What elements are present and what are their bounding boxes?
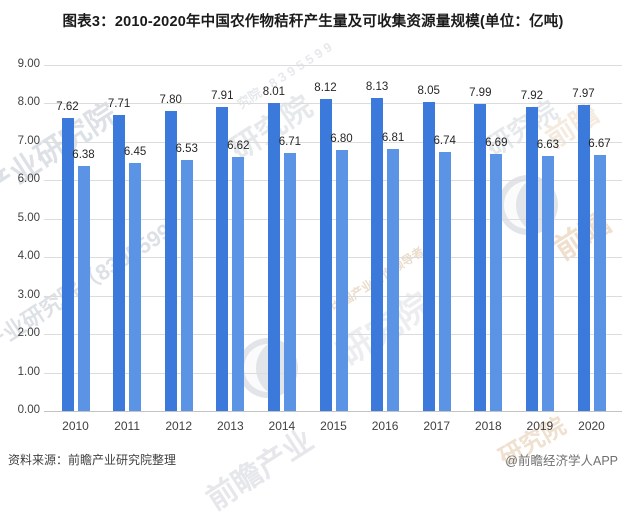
bar-秸秆产生量-2019 xyxy=(525,106,538,411)
bar-value-label: 6.45 xyxy=(123,146,147,158)
bar-value-label: 7.92 xyxy=(520,89,544,102)
bar-value-label: 7.71 xyxy=(107,97,131,110)
bar-秸秆产生量-2015 xyxy=(319,98,332,411)
bar-value-label: 7.80 xyxy=(159,94,182,107)
x-axis-tick-label: 2019 xyxy=(526,419,554,433)
bar-可收集资源量-2012 xyxy=(180,160,193,411)
x-axis-tick-label: 2010 xyxy=(62,419,89,433)
credit-note: @前瞻经济学人APP xyxy=(505,454,618,468)
bar-可收集资源量-2015 xyxy=(335,149,348,411)
x-axis-tick-label: 2018 xyxy=(474,419,502,433)
bar-value-label: 6.38 xyxy=(72,148,95,161)
bar-value-label: 6.53 xyxy=(175,143,198,155)
bar-可收集资源量-2010 xyxy=(77,165,90,411)
bar-value-label: 8.13 xyxy=(365,81,389,94)
bar-value-label: 6.63 xyxy=(536,139,560,152)
bar-可收集资源量-2014 xyxy=(283,153,296,411)
bar-秸秆产生量-2012 xyxy=(164,111,177,411)
gridline xyxy=(44,141,622,143)
bar-value-label: 7.91 xyxy=(211,89,234,102)
gridline xyxy=(44,180,622,182)
gridline xyxy=(44,372,622,374)
gridline xyxy=(44,257,622,259)
x-axis-tick-label: 2017 xyxy=(423,419,451,433)
bar-value-label: 6.67 xyxy=(588,137,611,150)
x-axis-tick-label: 2020 xyxy=(578,419,605,433)
bar-value-label: 7.99 xyxy=(469,86,492,99)
bar-秸秆产生量-2017 xyxy=(422,101,435,411)
bar-chart: 产业研究院产业研究院（8395599）研究院究院 · 8 3 9 5 5 9 9… xyxy=(0,39,622,517)
bar-秸秆产生量-2016 xyxy=(371,98,384,411)
gridline xyxy=(44,218,622,220)
gridline xyxy=(44,65,622,66)
bar-value-label: 8.12 xyxy=(314,81,337,94)
bar-value-label: 6.69 xyxy=(485,136,508,149)
bar-value-label: 6.74 xyxy=(433,134,456,147)
bar-value-label: 8.05 xyxy=(417,84,440,97)
y-axis-tick-label: 9.00 xyxy=(17,58,40,70)
x-axis-tick-label: 2013 xyxy=(216,419,244,433)
bar-可收集资源量-2017 xyxy=(438,151,451,411)
gridline xyxy=(44,103,622,105)
y-axis-tick-label: 5.00 xyxy=(17,211,40,224)
bar-可收集资源量-2011 xyxy=(129,163,142,411)
bar-value-label: 8.01 xyxy=(262,86,286,99)
bar-秸秆产生量-2013 xyxy=(216,106,229,411)
x-axis-tick-label: 2016 xyxy=(371,419,399,433)
y-axis-tick-label: 3.00 xyxy=(17,288,40,301)
y-axis-tick-label: 6.00 xyxy=(17,173,40,186)
bar-可收集资源量-2020 xyxy=(593,154,606,411)
bar-秸秆产生量-2018 xyxy=(474,103,487,411)
chart-title: 图表3：2010-2020年中国农作物秸秆产生量及可收集资源量规模(单位：亿吨) xyxy=(62,14,564,30)
bar-可收集资源量-2018 xyxy=(490,153,503,411)
bar-秸秆产生量-2020 xyxy=(577,104,590,411)
x-axis-tick-label: 2015 xyxy=(320,419,347,433)
y-axis-tick-label: 1.00 xyxy=(17,365,40,378)
bar-value-label: 6.80 xyxy=(330,132,353,145)
bar-value-label: 7.97 xyxy=(572,87,595,100)
y-axis-tick-label: 0.00 xyxy=(17,404,40,416)
x-axis-tick-label: 2012 xyxy=(165,419,193,433)
bar-value-label: 6.62 xyxy=(227,139,250,152)
y-axis-tick-label: 4.00 xyxy=(17,250,40,263)
gridline xyxy=(44,295,622,297)
bar-可收集资源量-2013 xyxy=(232,156,245,411)
y-axis-tick-label: 8.00 xyxy=(17,96,40,109)
x-axis-line xyxy=(44,411,622,412)
chart-page: 图表3：2010-2020年中国农作物秸秆产生量及可收集资源量规模(单位：亿吨)… xyxy=(0,14,622,517)
bar-可收集资源量-2019 xyxy=(541,156,554,411)
bar-value-label: 6.81 xyxy=(381,132,405,145)
x-axis-tick-label: 2014 xyxy=(268,419,296,433)
bar-秸秆产生量-2010 xyxy=(61,118,74,411)
x-axis-tick-label: 2011 xyxy=(114,419,140,433)
bar-可收集资源量-2016 xyxy=(387,149,400,411)
y-axis-tick-label: 2.00 xyxy=(17,327,40,340)
bar-value-label: 6.71 xyxy=(278,136,302,148)
source-note: 资料来源：前瞻产业研究院整理 xyxy=(8,453,177,467)
bar-秸秆产生量-2011 xyxy=(113,114,126,411)
y-axis-tick-label: 7.00 xyxy=(17,134,40,147)
bar-秸秆产生量-2014 xyxy=(267,103,280,411)
bar-value-label: 7.62 xyxy=(56,101,79,114)
gridline xyxy=(44,334,622,336)
